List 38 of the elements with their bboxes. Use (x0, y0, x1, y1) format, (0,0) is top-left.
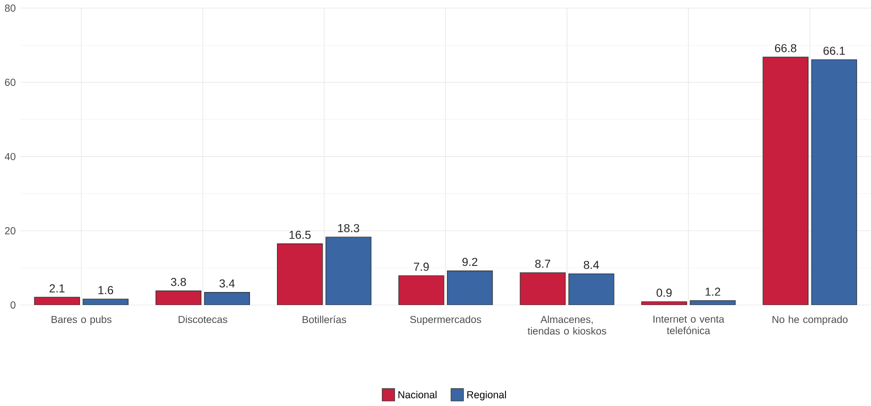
data-label: 0.9 (656, 288, 672, 297)
data-label: 66.8 (774, 44, 796, 52)
bar (811, 60, 858, 306)
legend-label: Nacional (398, 391, 436, 398)
legend-label: Regional (467, 391, 506, 400)
x-tick-label: Discotecas (178, 316, 228, 324)
data-label: 7.9 (414, 262, 429, 271)
x-tick-label: Almacenes, tiendas o kioskos (528, 316, 606, 335)
data-label: 1.2 (706, 288, 720, 296)
data-label: 18.3 (338, 224, 360, 232)
data-label: 9.2 (462, 258, 478, 266)
bar (326, 236, 372, 306)
data-label: 66.1 (824, 46, 845, 55)
bar (276, 244, 323, 306)
bar (762, 56, 809, 306)
data-label: 8.7 (535, 260, 550, 268)
bar (520, 272, 566, 306)
x-tick-label: Supermercados (410, 316, 482, 326)
bar (204, 292, 250, 306)
bar (446, 270, 493, 306)
y-tick-label: 60 (5, 78, 16, 86)
x-tick-label: Botillerías (302, 316, 346, 324)
data-label: 8.4 (584, 260, 600, 270)
bar (398, 275, 444, 306)
data-label: 16.5 (290, 230, 311, 240)
x-tick-label: Internet o venta telefónica (654, 316, 724, 334)
x-tick-label: Bares o pubs (52, 316, 112, 326)
y-tick-label: 20 (5, 227, 16, 235)
y-tick-label: 0 (10, 302, 16, 309)
data-label: 2.1 (50, 284, 64, 293)
data-label: 3.4 (219, 280, 235, 288)
bar (156, 290, 202, 306)
data-label: 3.8 (170, 278, 186, 286)
y-tick-label: 40 (4, 153, 16, 160)
data-label: 1.6 (98, 286, 114, 294)
bar (568, 274, 614, 306)
x-tick-label: No he comprado (772, 316, 848, 326)
y-tick-label: 80 (4, 4, 16, 12)
